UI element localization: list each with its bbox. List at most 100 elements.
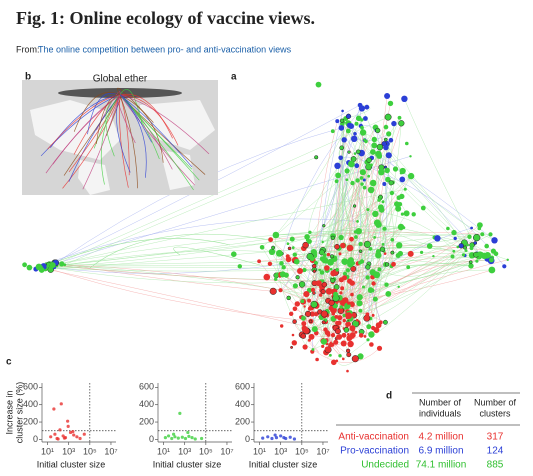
edge [52,228,385,266]
node [268,237,273,243]
arc [119,93,173,139]
node [369,269,376,276]
edge [307,225,404,241]
node [383,124,389,130]
node [365,312,370,317]
node [434,235,441,242]
node [338,125,345,131]
y-tick-label: 0 [33,434,38,444]
arc [95,94,121,144]
node [308,230,312,234]
node [289,236,295,242]
node [493,251,499,256]
node [338,354,342,358]
source-link[interactable]: The online competition between pro- and … [38,44,292,54]
y-tick-label: 200 [235,416,250,426]
point [273,433,277,437]
node [334,328,341,335]
node [302,267,307,273]
node [304,310,312,317]
node [375,220,380,224]
node [375,249,381,255]
x-tick-label: 10⁷ [316,446,329,456]
node [341,332,347,338]
node [384,93,391,99]
node [348,160,355,168]
node [278,288,283,293]
node [355,115,362,122]
node [295,275,300,280]
edge [368,160,392,267]
node [382,226,387,231]
node [420,205,426,211]
point [190,436,194,440]
node [303,305,306,308]
edge [346,125,368,316]
node [311,263,317,269]
node [477,251,483,257]
node [385,291,392,297]
node [367,186,375,194]
node [359,169,366,176]
node [355,228,362,235]
node [391,120,397,127]
node [359,129,367,136]
node [467,234,472,239]
point [274,436,279,440]
edge [347,252,393,307]
node [363,335,367,338]
node [375,150,382,158]
node [395,253,401,258]
edge [258,261,344,360]
node [491,237,498,244]
node [315,357,319,362]
node [405,141,409,146]
row-name: Anti-vaccination [338,432,409,443]
point [71,429,75,434]
node [329,353,332,357]
x-tick-label: 10¹ [157,446,170,456]
edge [307,127,363,241]
node [351,319,360,328]
node [377,267,382,272]
node [363,116,368,121]
node [351,355,359,363]
node [371,313,375,317]
node [329,254,335,259]
node [279,261,284,266]
node [350,335,354,339]
node [310,300,318,308]
node [373,236,377,239]
node [302,241,309,249]
node [397,202,403,207]
node [335,172,341,179]
node [458,243,464,249]
point [176,436,180,440]
node [382,319,388,325]
node [382,182,387,186]
node [339,291,343,295]
node [342,313,346,318]
arc [119,94,210,155]
node [346,352,352,358]
edge [313,244,468,253]
node [308,333,315,340]
x-tick-label: 10³ [178,446,191,456]
node [345,268,350,273]
node [297,268,303,274]
arc [119,94,138,189]
node [315,81,322,88]
node [399,176,406,183]
map-label: Global ether [93,74,148,85]
x-tick-label: 10⁷ [220,446,233,456]
panel-label: c [6,357,12,368]
node [390,250,395,255]
edge [349,237,375,282]
node [307,338,311,342]
node [353,152,357,155]
edge [355,231,477,255]
edge [341,120,386,254]
point [178,411,182,415]
node [279,271,286,278]
